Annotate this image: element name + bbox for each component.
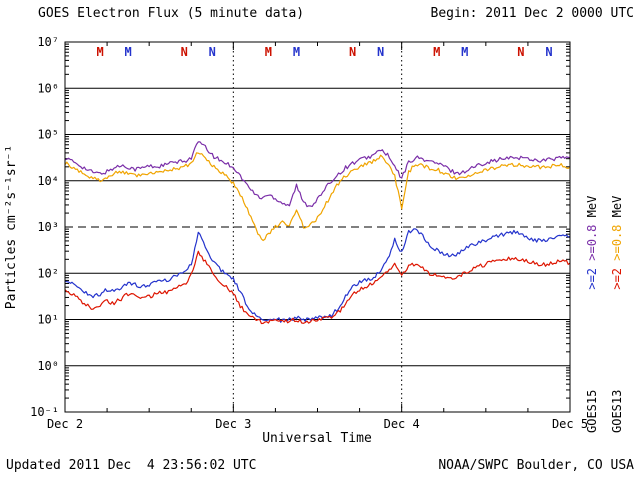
svg-text:10¹: 10¹ bbox=[37, 313, 59, 327]
goes15-legend: GOES15 >=2 >=0.8 MeV bbox=[585, 133, 599, 433]
svg-text:M: M bbox=[433, 45, 440, 59]
svg-text:M: M bbox=[125, 45, 132, 59]
x-axis-label: Universal Time bbox=[262, 431, 372, 446]
goes15-label: GOES15 bbox=[585, 389, 599, 433]
svg-text:10⁴: 10⁴ bbox=[37, 174, 59, 188]
svg-text:10⁷: 10⁷ bbox=[37, 35, 59, 49]
svg-text:Dec 4: Dec 4 bbox=[384, 417, 420, 431]
svg-text:M: M bbox=[265, 45, 272, 59]
svg-text:10²: 10² bbox=[37, 266, 59, 280]
svg-text:Dec 5: Dec 5 bbox=[552, 417, 588, 431]
goes13-legend: GOES13 >=2 >=0.8 MeV bbox=[610, 133, 624, 433]
goes13-mev-label: MeV bbox=[610, 195, 624, 218]
goes13-e2-label: >=2 bbox=[610, 267, 624, 290]
svg-text:Dec 2: Dec 2 bbox=[47, 417, 83, 431]
svg-text:M: M bbox=[293, 45, 300, 59]
svg-text:N: N bbox=[349, 45, 356, 59]
svg-text:10⁶: 10⁶ bbox=[37, 81, 59, 95]
y-axis-label: Particles cm⁻²s⁻¹sr⁻¹ bbox=[4, 144, 19, 310]
svg-text:10³: 10³ bbox=[37, 220, 59, 234]
goes13-label: GOES13 bbox=[610, 389, 624, 433]
svg-text:Dec 3: Dec 3 bbox=[215, 417, 251, 431]
goes15-e08-label: >=0.8 bbox=[585, 224, 599, 261]
svg-text:N: N bbox=[209, 45, 216, 59]
source-attribution: NOAA/SWPC Boulder, CO USA bbox=[438, 458, 634, 473]
svg-text:M: M bbox=[96, 45, 103, 59]
svg-text:10⁵: 10⁵ bbox=[37, 128, 59, 142]
svg-text:N: N bbox=[545, 45, 552, 59]
svg-text:10⁻¹: 10⁻¹ bbox=[30, 405, 59, 419]
svg-text:N: N bbox=[377, 45, 384, 59]
svg-text:N: N bbox=[181, 45, 188, 59]
updated-timestamp: Updated 2011 Dec 4 23:56:02 UTC bbox=[6, 458, 257, 473]
goes15-e2-label: >=2 bbox=[585, 267, 599, 290]
svg-text:M: M bbox=[461, 45, 468, 59]
page-title: GOES Electron Flux (5 minute data) bbox=[38, 6, 305, 21]
svg-text:N: N bbox=[517, 45, 524, 59]
goes13-e08-label: >=0.8 bbox=[610, 224, 624, 261]
svg-text:10⁰: 10⁰ bbox=[37, 359, 59, 373]
begin-time-label: Begin: 2011 Dec 2 0000 UTC bbox=[430, 6, 635, 21]
goes15-mev-label: MeV bbox=[585, 195, 599, 218]
